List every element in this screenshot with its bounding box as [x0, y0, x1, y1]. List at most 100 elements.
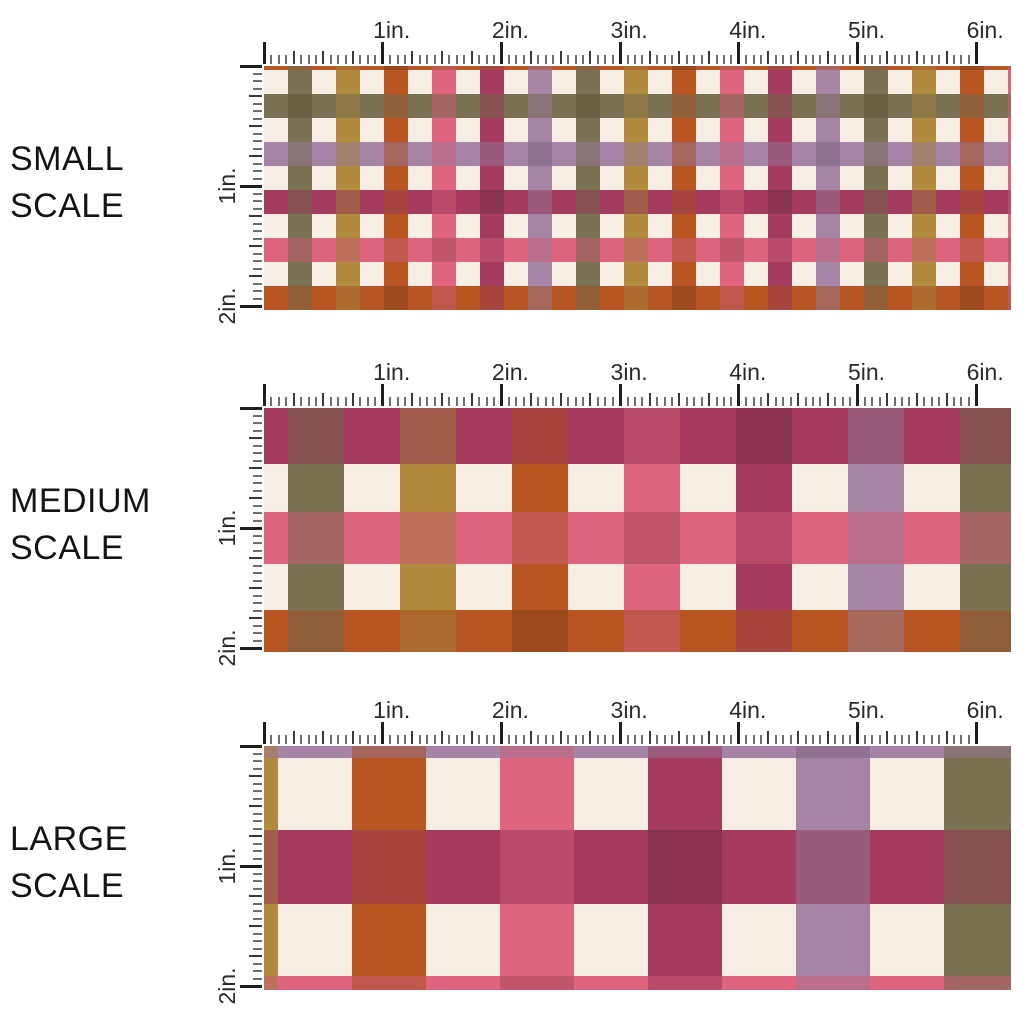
plaid-cell — [672, 166, 696, 190]
plaid-cell — [456, 142, 480, 166]
plaid-cell — [944, 746, 1011, 758]
plaid-cell — [936, 166, 960, 190]
plaid-cell — [736, 464, 792, 512]
ruler-tick — [871, 55, 874, 64]
plaid-cell — [312, 142, 336, 166]
ruler-tick — [277, 397, 280, 406]
plaid-cell — [528, 118, 552, 142]
plaid-cell — [528, 142, 552, 166]
ruler-tick — [426, 735, 429, 744]
ruler-tick — [618, 384, 622, 406]
plaid-cell — [576, 190, 600, 214]
ruler-tick — [240, 526, 262, 530]
plaid-cell — [426, 830, 500, 904]
plaid-cell — [936, 66, 960, 70]
plaid-cell — [648, 830, 722, 904]
plaid-cell — [722, 830, 796, 904]
plaid-cell — [288, 118, 312, 142]
plaid-cell — [720, 166, 744, 190]
plaid-cell — [600, 238, 624, 262]
plaid-cell — [312, 262, 336, 286]
ruler-tick — [559, 51, 562, 64]
plaid-cell — [264, 512, 288, 564]
ruler-tick — [418, 55, 421, 64]
ruler-tick — [285, 397, 288, 406]
ruler-tick — [249, 245, 262, 247]
ruler-tick — [253, 512, 262, 514]
plaid-cell — [384, 70, 408, 94]
ruler-tick — [253, 444, 262, 447]
plaid-cell — [500, 758, 574, 830]
ruler-tick — [945, 731, 948, 744]
plaid-cell — [792, 512, 848, 564]
plaid-cell — [600, 118, 624, 142]
plaid-cell — [360, 66, 384, 70]
ruler-tick — [678, 731, 681, 744]
plaid-cell — [344, 610, 400, 652]
ruler-tick — [249, 775, 262, 777]
ruler-tick — [448, 55, 451, 64]
plaid-cell — [944, 904, 1011, 976]
ruler-tick — [849, 397, 852, 406]
ruler-tick — [374, 735, 377, 744]
ruler-tick — [478, 397, 481, 406]
plaid-cell — [792, 408, 848, 464]
ruler-tick — [582, 55, 584, 64]
plaid-cell — [552, 66, 576, 70]
ruler-inch-label: 5in. — [847, 697, 886, 723]
ruler-tick — [426, 397, 429, 406]
plaid-cell — [796, 976, 870, 990]
ruler-tick — [923, 55, 926, 64]
ruler-tick — [253, 752, 262, 755]
ruler-tick — [582, 735, 584, 744]
scale-label-large: LARGE SCALE — [10, 816, 128, 910]
ruler-tick — [849, 55, 852, 64]
plaid-cell — [312, 286, 336, 310]
ruler-tick — [249, 215, 262, 217]
ruler-tick — [455, 735, 458, 744]
ruler-inch-label: 2in. — [491, 17, 529, 43]
plaid-cell — [744, 70, 768, 94]
plaid-cell — [624, 190, 648, 214]
plaid-cell — [552, 142, 576, 166]
ruler-tick — [253, 110, 262, 112]
ruler-tick — [307, 397, 310, 406]
plaid-cell — [432, 66, 456, 70]
plaid-cell — [278, 830, 352, 904]
plaid-cell — [384, 238, 408, 262]
ruler-tick — [249, 125, 262, 127]
ruler-tick — [648, 731, 651, 744]
plaid-cell — [796, 904, 870, 976]
plaid-cell — [264, 610, 288, 652]
ruler-tick — [249, 617, 262, 619]
plaid-cell — [1008, 286, 1011, 310]
ruler-tick — [253, 222, 262, 225]
ruler-tick — [322, 393, 325, 406]
ruler-tick — [633, 55, 636, 64]
ruler-tick — [789, 55, 792, 64]
plaid-cell — [744, 262, 768, 286]
ruler-tick — [240, 864, 262, 868]
plaid-cell — [816, 238, 840, 262]
ruler-tick — [470, 51, 473, 64]
plaid-cell — [600, 94, 624, 118]
ruler-tick — [300, 397, 303, 406]
ruler-tick — [774, 55, 777, 64]
plaid-cell — [840, 166, 864, 190]
plaid-cell — [848, 564, 904, 610]
plaid-cell — [480, 286, 504, 310]
ruler-tick — [485, 397, 488, 406]
plaid-cell — [984, 166, 1008, 190]
ruler-tick — [253, 132, 262, 135]
ruler-tick — [499, 384, 503, 406]
plaid-cell — [960, 610, 1011, 652]
plaid-cell — [336, 70, 360, 94]
ruler-tick — [641, 735, 644, 744]
plaid-cell — [432, 94, 456, 118]
plaid-cell — [736, 512, 792, 564]
plaid-cell — [500, 904, 574, 976]
ruler-tick — [544, 735, 547, 744]
plaid-cell — [512, 408, 568, 464]
ruler-tick — [381, 722, 385, 744]
plaid-cell — [456, 564, 512, 610]
